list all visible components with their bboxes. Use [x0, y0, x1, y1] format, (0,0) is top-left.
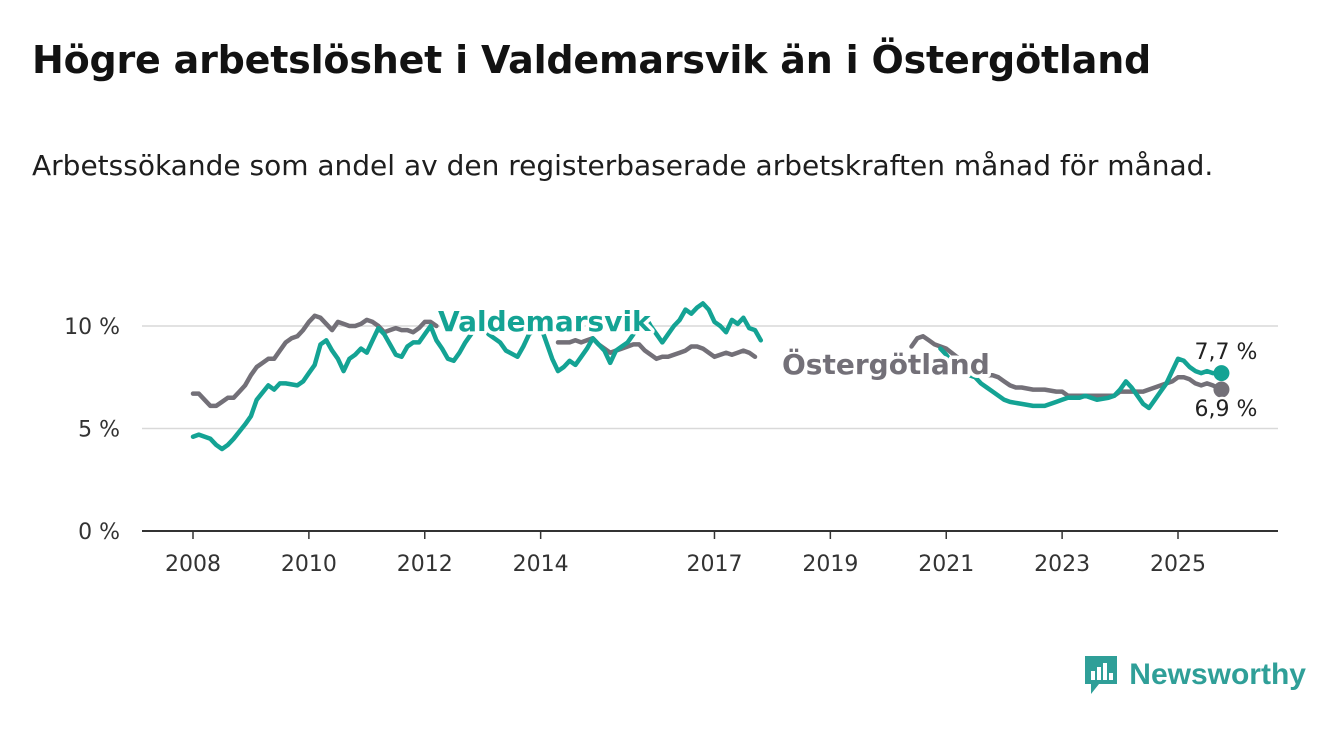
x-tick-label: 2025: [1150, 552, 1206, 577]
chart-title: Högre arbetslöshet i Valdemarsvik än i Ö…: [32, 38, 1152, 82]
x-tick-label: 2008: [165, 552, 221, 577]
series-line-ostergotland: [909, 334, 1224, 398]
x-tick-label: 2023: [1034, 552, 1090, 577]
series-line-ostergotland: [190, 313, 439, 409]
y-tick-label: 5 %: [78, 418, 120, 443]
series-line-valdemarsvik: [190, 301, 764, 452]
grid-layer: [142, 325, 1278, 430]
end-label-valdemarsvik: 7,7 %: [1195, 340, 1258, 365]
series-line-valdemarsvik: [938, 346, 1224, 411]
x-tick-label: 2014: [513, 552, 569, 577]
series-label-ostergotland: Östergötland: [782, 347, 990, 381]
y-tick-label: 10 %: [64, 315, 120, 340]
end-label-ostergotland: 6,9 %: [1195, 397, 1258, 422]
axis-layer: 0 % 5 % 10 % 2008 2010 2012 2014 2017 2019 2021 20…: [64, 315, 1278, 577]
chart-subtitle: Arbetssökande som andel av den registerb…: [32, 149, 1214, 182]
x-tick-label: 2017: [686, 552, 742, 577]
series-label-valdemarsvik: Valdemarsvik: [438, 305, 652, 338]
brand-name: Newsworthy: [1129, 658, 1306, 691]
label-layer: Valdemarsvik Östergötland 7,7 % 6,9 %: [435, 302, 1260, 425]
x-tick-label: 2010: [281, 552, 337, 577]
x-tick-label: 2012: [397, 552, 453, 577]
brand-logo[interactable]: Newsworthy: [1083, 654, 1306, 696]
end-point-valdemarsvik: [1213, 365, 1230, 382]
end-point-ostergotland: [1213, 381, 1230, 398]
x-tick-label: 2019: [802, 552, 858, 577]
x-tick-label: 2021: [918, 552, 974, 577]
y-tick-label: 0 %: [78, 520, 120, 545]
series-layer: [190, 301, 1230, 452]
newsworthy-icon: [1085, 656, 1118, 694]
